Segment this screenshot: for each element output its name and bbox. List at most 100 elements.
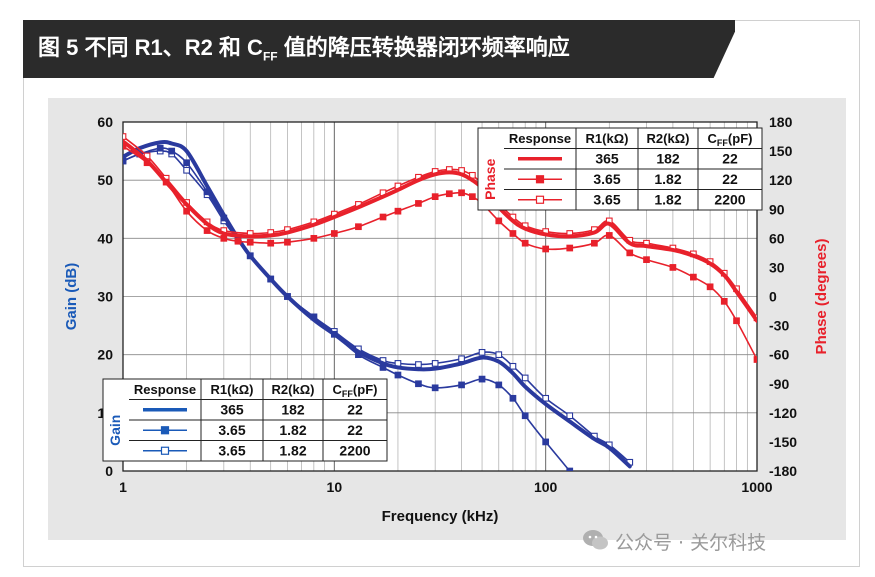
gain-line-open (123, 150, 631, 463)
gain-marker-filled (542, 438, 550, 446)
gain-marker-open (495, 351, 503, 359)
legend-phase: Response R1(kΩ) R2(kΩ) CFF(pF) 365 182 22 3.65 1… (477, 127, 763, 211)
legend-phase-cell: 22 (722, 171, 738, 187)
gain-marker-filled (123, 157, 127, 165)
header-unit: (pF) (728, 131, 753, 146)
gain-marker-filled (168, 147, 176, 155)
legend-phase-header: R1(kΩ) (586, 131, 629, 146)
phase-marker-filled (566, 244, 574, 252)
gain-marker-open (431, 360, 439, 367)
y-left-tick-label: 20 (97, 347, 113, 363)
legend-phase-cell: 3.65 (593, 171, 620, 187)
legend-phase-symbol-marker (535, 195, 545, 204)
header-sub: FF (342, 389, 353, 399)
y-left-tick-label: 50 (97, 172, 113, 188)
legend-gain-title: Gain (107, 415, 123, 446)
figure-title: 图 5 不同 R1、R2 和 CFF 值的降压转换器闭环频率响应 (38, 35, 570, 64)
y-right-tick-label: -30 (769, 318, 789, 334)
phase-marker-filled (706, 283, 714, 291)
legend-phase-cell: 22 (722, 151, 738, 167)
gain-marker-filled (183, 159, 190, 167)
phase-marker-filled (753, 356, 757, 363)
phase-marker-filled (415, 200, 422, 207)
legend-gain-cell: 365 (220, 402, 244, 418)
phase-marker-filled (733, 317, 740, 325)
phase-marker-filled (246, 238, 254, 246)
legend-gain-cell: 22 (347, 422, 363, 438)
title-bar (23, 20, 735, 78)
legend-phase-header: CFF(pF) (708, 131, 753, 148)
phase-marker-filled (379, 213, 387, 221)
phase-marker-filled (203, 227, 211, 234)
legend-gain-header: CFF(pF) (333, 382, 378, 399)
gain-marker-open (542, 394, 550, 402)
y-right-tick-label: 60 (769, 230, 785, 246)
y-right-tick-label: 0 (769, 289, 777, 305)
phase-marker-open (123, 133, 127, 140)
gain-marker-open (478, 348, 486, 356)
legend-phase-header: R2(kΩ) (647, 131, 690, 146)
legend-gain-cell: 182 (281, 402, 305, 418)
legend-phase-cell: 3.65 (593, 192, 620, 208)
wechat-icon (583, 530, 608, 550)
y-left-tick-label: 0 (105, 463, 113, 479)
phase-series-solid (123, 139, 757, 323)
legend-gain-cell: 1.82 (279, 443, 306, 459)
gain-marker-open (509, 362, 517, 370)
phase-marker-filled (183, 207, 190, 215)
phase-marker-filled (690, 273, 697, 281)
gain-marker-filled (431, 384, 439, 392)
phase-marker-filled (469, 193, 476, 200)
x-tick-label: 10 (327, 479, 343, 495)
legend-phase-cell: 1.82 (654, 171, 681, 187)
y-right-tick-label: -180 (769, 463, 797, 479)
phase-marker-filled (234, 237, 242, 245)
phase-marker-filled (521, 239, 529, 247)
gain-marker-filled (394, 371, 402, 379)
phase-marker-filled (220, 234, 228, 242)
legend-gain: Response R1(kΩ) R2(kΩ) CFF(pF) 365 182 22 3.65 1… (102, 378, 388, 462)
y-right-tick-label: 180 (769, 114, 793, 130)
header-sub: FF (717, 138, 728, 148)
legend-phase-cell: 365 (595, 151, 619, 167)
header-c: C (708, 131, 718, 146)
legend-phase-header: Response (509, 131, 571, 146)
gain-marker-filled (458, 381, 465, 389)
legend-gain-header: R2(kΩ) (272, 382, 315, 397)
y-right-tick-label: 30 (769, 259, 785, 275)
phase-marker-filled (669, 264, 677, 271)
y-right-tick-label: 120 (769, 172, 793, 188)
phase-marker-filled (542, 245, 550, 253)
y-right-tick-label: 90 (769, 201, 785, 217)
phase-marker-filled (495, 217, 503, 225)
gain-marker-open (521, 374, 529, 382)
legend-gain-cell: 1.82 (279, 422, 306, 438)
y-left-tick-label: 60 (97, 114, 113, 130)
legend-gain-cell: 3.65 (218, 422, 245, 438)
gain-marker-open (566, 412, 574, 420)
phase-marker-filled (267, 239, 275, 247)
legend-gain-cell: 2200 (339, 443, 370, 459)
phase-marker-filled (123, 142, 127, 150)
y-right-tick-label: -60 (769, 347, 789, 363)
legend-phase-cell: 2200 (714, 192, 745, 208)
legend-phase-cell: 182 (656, 151, 680, 167)
y-left-tick-label: 40 (97, 230, 113, 246)
gain-marker-filled (566, 467, 574, 471)
legend-gain-cell: 22 (347, 402, 363, 418)
phase-marker-filled (643, 256, 650, 264)
phase-marker-filled (720, 297, 728, 305)
phase-marker-filled (626, 249, 634, 257)
gain-series-solid (123, 140, 632, 469)
legend-gain-symbol-marker (160, 426, 170, 435)
phase-marker-filled (330, 230, 338, 237)
phase-marker-filled (355, 223, 362, 231)
legend-gain-symbol-marker (160, 446, 170, 455)
phase-marker-filled (394, 207, 402, 215)
y-right-tick-label: -150 (769, 434, 797, 450)
legend-gain-cell: 3.65 (218, 443, 245, 459)
phase-marker-filled (605, 232, 613, 239)
phase-marker-filled (509, 230, 517, 237)
phase-marker-filled (431, 193, 439, 200)
gain-marker-filled (415, 380, 422, 388)
